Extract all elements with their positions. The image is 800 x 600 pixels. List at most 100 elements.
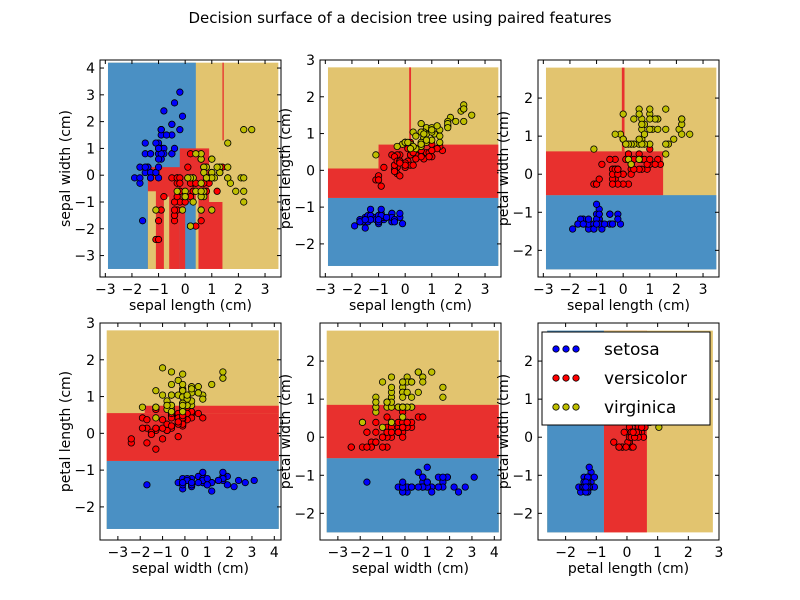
decision-region [327, 168, 499, 198]
point-setosa [450, 483, 458, 491]
point-versicolor [167, 422, 176, 430]
y-tick-label: 1 [86, 141, 95, 157]
x-axis-label: sepal width (cm) [132, 561, 249, 577]
y-tick-label: −1 [74, 195, 95, 211]
point-versicolor [147, 430, 155, 439]
legend-label-setosa: setosa [604, 340, 660, 360]
point-setosa [396, 209, 404, 217]
point-versicolor [197, 217, 205, 225]
point-virginica [174, 376, 182, 384]
point-setosa [176, 126, 184, 134]
point-setosa [203, 481, 211, 489]
point-virginica [208, 155, 216, 163]
y-axis-label: petal width (cm) [278, 374, 294, 489]
point-versicolor [387, 428, 396, 436]
x-tick-label: 1 [207, 282, 216, 298]
point-setosa [582, 483, 590, 491]
point-virginica [152, 206, 160, 214]
point-setosa [423, 463, 431, 471]
point-virginica [192, 150, 200, 158]
point-versicolor [595, 175, 603, 183]
point-virginica [439, 393, 447, 401]
point-versicolor [158, 416, 167, 424]
point-virginica [630, 115, 638, 123]
x-tick-label: −1 [372, 545, 393, 561]
y-tick-label: 4 [86, 61, 95, 77]
point-versicolor [199, 414, 207, 422]
decision-region [106, 460, 279, 529]
point-virginica [662, 125, 670, 133]
decision-region [151, 405, 279, 414]
point-setosa [439, 473, 447, 481]
legend-label-virginica: virginica [604, 398, 676, 418]
point-virginica [439, 383, 447, 391]
decision-region [545, 195, 717, 270]
x-tick-label: 1 [427, 282, 436, 298]
x-tick-label: 2 [225, 545, 234, 561]
point-versicolor [160, 193, 168, 201]
point-setosa [199, 468, 207, 476]
x-tick-label: −1 [152, 545, 173, 561]
x-tick-label: 2 [454, 282, 463, 298]
y-axis-label: petal width (cm) [496, 374, 512, 489]
point-virginica [433, 122, 441, 130]
y-tick-label: 0 [86, 426, 95, 442]
point-virginica [393, 142, 401, 151]
point-setosa [138, 217, 147, 225]
legend-marker-versicolor [552, 374, 560, 382]
x-tick-label: −2 [122, 282, 143, 298]
point-virginica [224, 139, 232, 147]
point-virginica [468, 111, 476, 119]
point-virginica [635, 135, 643, 143]
point-virginica [406, 145, 415, 153]
point-setosa [595, 210, 603, 218]
x-tick-label: −3 [95, 282, 116, 298]
point-setosa [579, 220, 587, 228]
point-setosa [141, 163, 149, 171]
x-tick-label: 1 [645, 282, 654, 298]
point-setosa [390, 218, 399, 226]
point-versicolor [152, 445, 160, 453]
point-virginica [678, 130, 686, 138]
point-virginica [460, 117, 468, 126]
point-versicolor [412, 155, 420, 163]
decision-region [327, 197, 499, 266]
y-tick-label: 2 [306, 90, 315, 106]
point-virginica [678, 115, 686, 123]
point-virginica [167, 408, 176, 416]
point-setosa [160, 107, 168, 115]
y-axis-label: petal length (cm) [278, 108, 294, 229]
point-virginica [163, 401, 171, 409]
y-tick-label: −1 [294, 200, 315, 216]
x-tick-label: 3 [481, 282, 490, 298]
y-tick-label: −2 [294, 237, 315, 253]
point-versicolor [158, 435, 167, 443]
point-virginica [152, 414, 160, 422]
point-setosa [374, 216, 383, 224]
point-setosa [608, 220, 617, 228]
point-setosa [414, 483, 422, 491]
y-tick-label: 2 [524, 354, 533, 370]
y-tick-label: −1 [294, 468, 315, 484]
point-virginica [138, 403, 147, 411]
point-versicolor [380, 163, 388, 171]
point-setosa [351, 222, 359, 230]
point-setosa [170, 99, 179, 107]
y-tick-label: 1 [306, 392, 315, 408]
point-versicolor [399, 433, 407, 441]
axes-frame [319, 59, 502, 278]
x-tick-label: 3 [261, 282, 270, 298]
point-setosa [141, 139, 149, 147]
x-tick-label: 3 [715, 545, 724, 561]
point-virginica [372, 398, 380, 406]
point-setosa [154, 155, 163, 163]
point-versicolor [646, 155, 654, 163]
point-virginica [224, 163, 232, 171]
x-tick-label: 0 [180, 545, 189, 561]
point-versicolor [174, 418, 182, 426]
point-versicolor [614, 165, 622, 173]
point-versicolor [419, 413, 427, 421]
point-setosa [606, 210, 614, 218]
point-setosa [377, 205, 385, 213]
point-versicolor [651, 160, 659, 168]
